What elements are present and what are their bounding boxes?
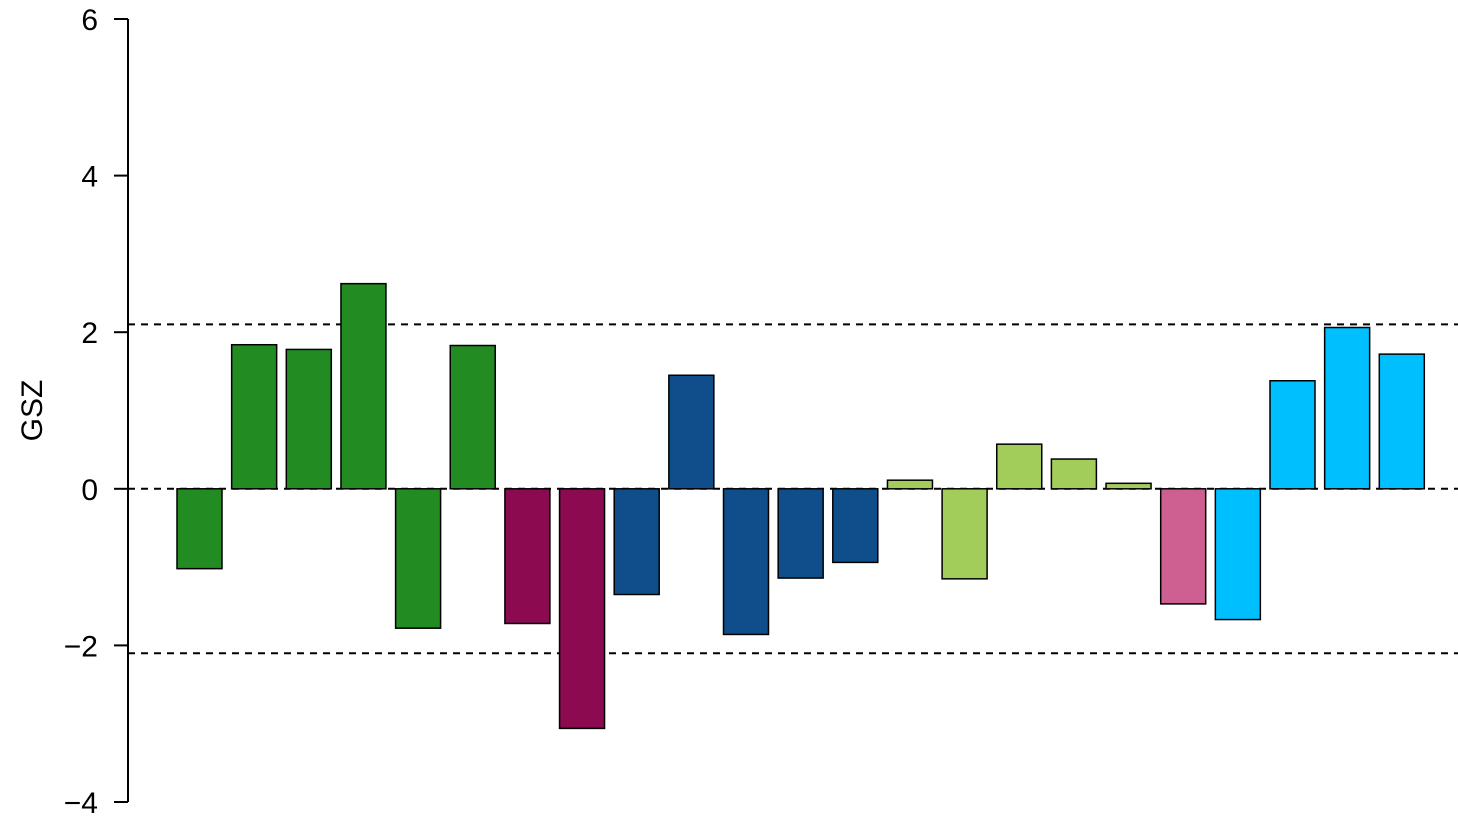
bar bbox=[777, 488, 824, 579]
bar bbox=[449, 344, 496, 490]
bar bbox=[886, 479, 934, 490]
bar bbox=[1050, 458, 1098, 490]
bars bbox=[176, 282, 1426, 730]
bar bbox=[1323, 326, 1371, 490]
y-tick-label: 4 bbox=[81, 161, 98, 194]
bar bbox=[1105, 482, 1152, 490]
y-tick-label: −2 bbox=[64, 630, 98, 663]
bar bbox=[394, 488, 442, 629]
y-axis-title: GSZ bbox=[16, 380, 49, 442]
y-tick-label: 0 bbox=[81, 474, 98, 507]
bar bbox=[176, 488, 223, 570]
bar bbox=[504, 488, 551, 625]
y-tick-label: −4 bbox=[64, 787, 98, 820]
bar bbox=[285, 348, 333, 490]
y-axis: 6 4 2 0 −2 −4 bbox=[64, 4, 129, 820]
bar bbox=[1378, 353, 1426, 490]
bar bbox=[230, 343, 278, 490]
y-tick-label: 6 bbox=[81, 4, 98, 37]
bar bbox=[558, 488, 606, 730]
bar bbox=[996, 443, 1043, 490]
bar bbox=[340, 282, 387, 490]
bar bbox=[1159, 488, 1207, 605]
bar bbox=[1214, 488, 1262, 621]
bar bbox=[832, 488, 879, 564]
bar bbox=[722, 488, 770, 636]
bar bbox=[1269, 379, 1316, 490]
bar bbox=[668, 374, 715, 490]
y-tick-label: 2 bbox=[81, 317, 98, 350]
bar bbox=[941, 488, 988, 580]
bar bbox=[613, 488, 660, 596]
